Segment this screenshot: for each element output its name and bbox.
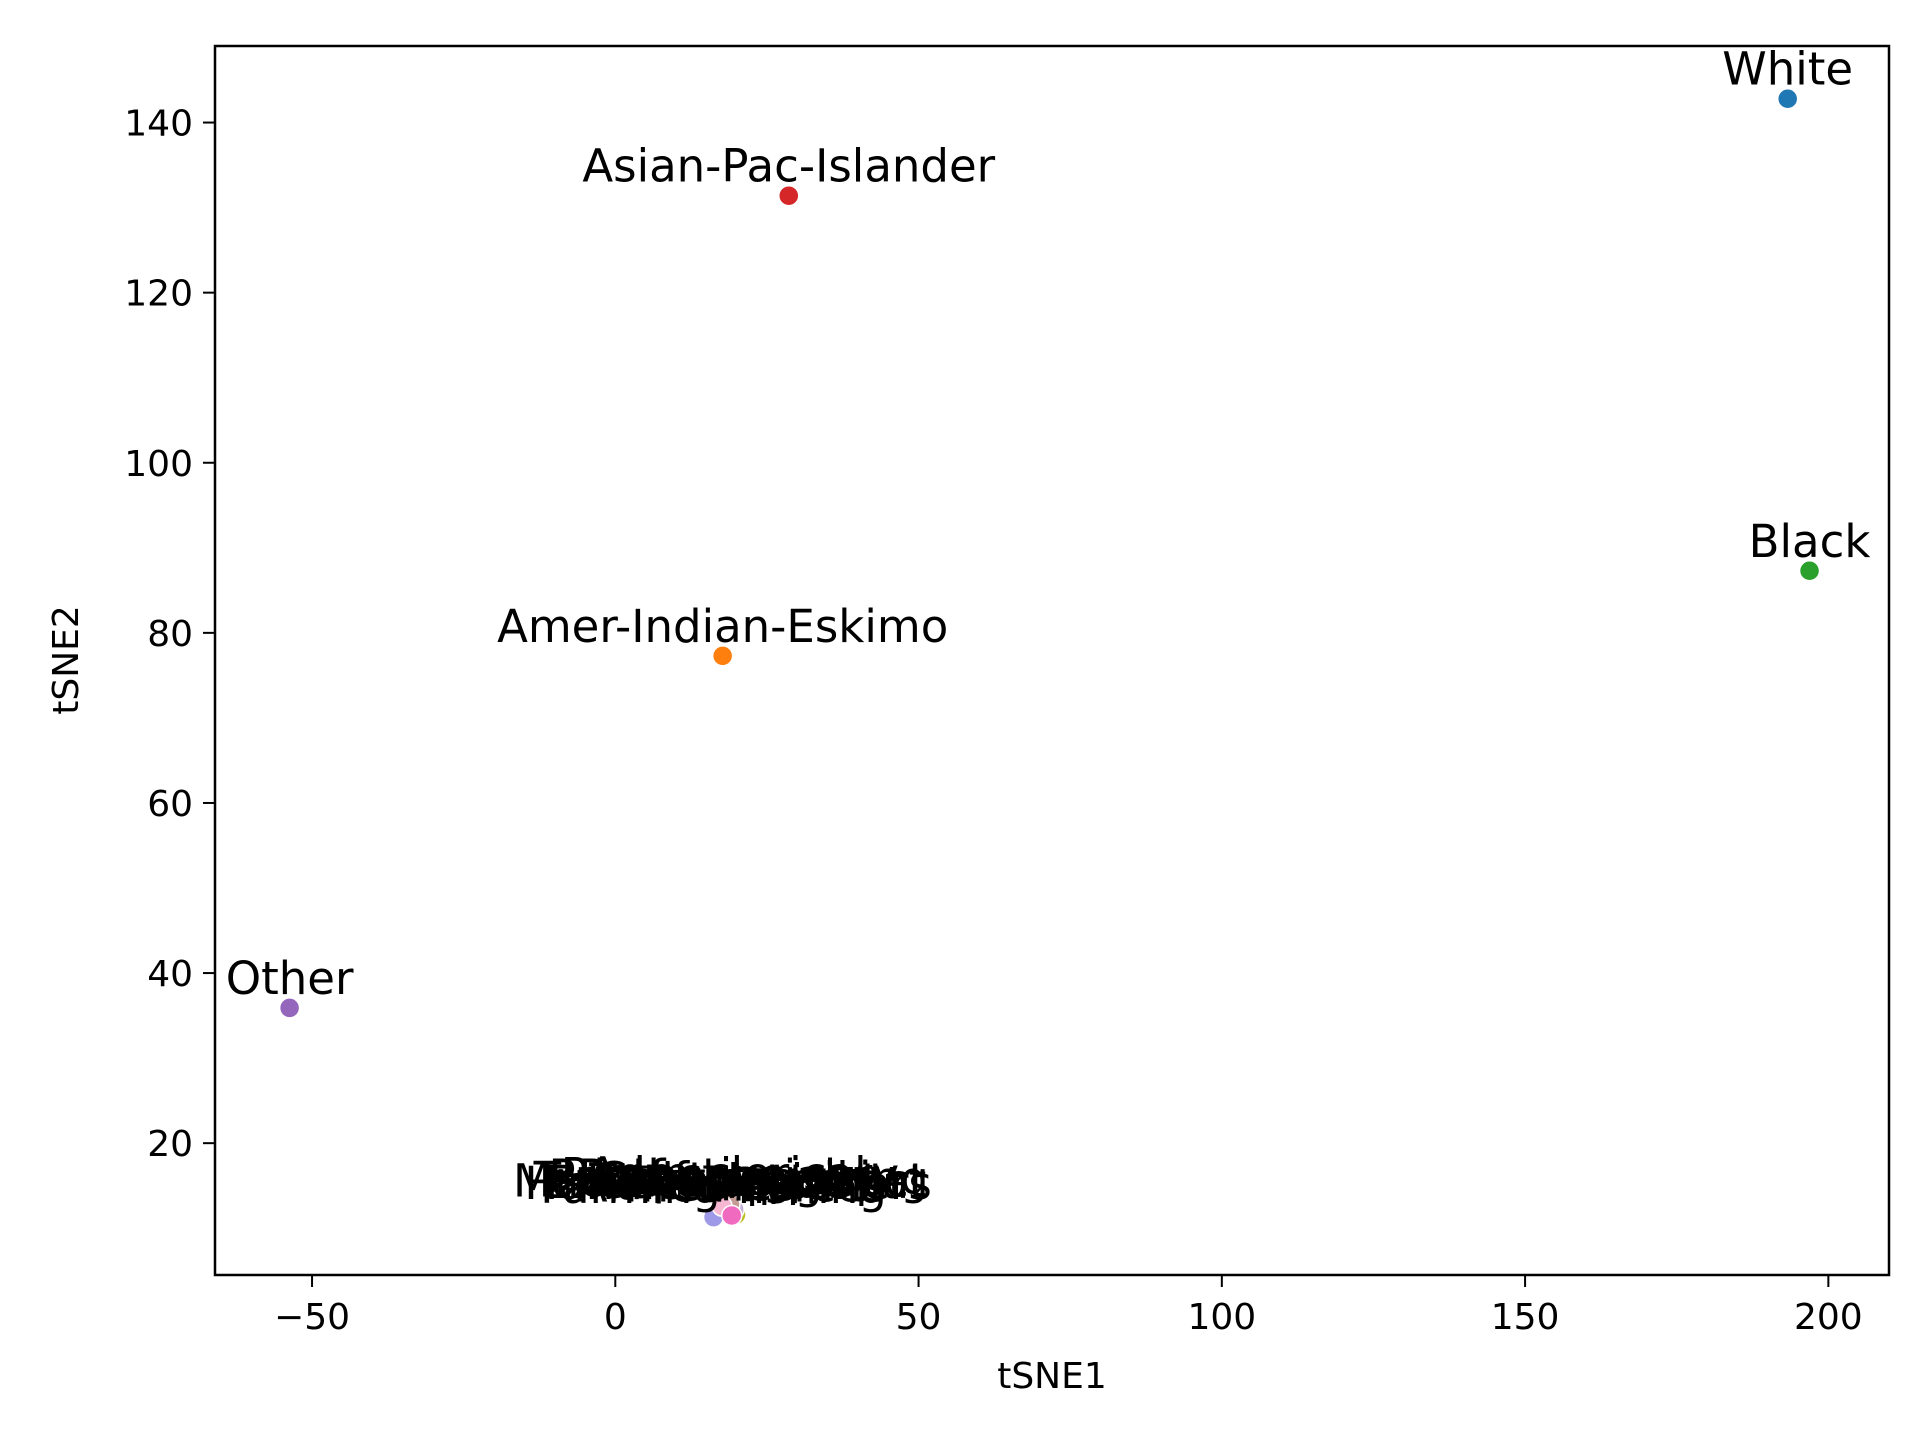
- point-label: Asian-Pac-Islander: [582, 140, 995, 193]
- point-label: Armed-Forces: [577, 1159, 887, 1212]
- points-layer: [278, 87, 1821, 1228]
- point-label: Transport-moving: [533, 1152, 929, 1205]
- point-labels-layer: White Amer-Indian-Eskimo Black Asian-Pac-Is…: [226, 43, 1871, 1214]
- x-axis-ticks: −50 0 50 100 150 200: [274, 1275, 1863, 1338]
- point-label: Protective-serv: [561, 1148, 899, 1201]
- point-label: Black: [1749, 515, 1871, 568]
- point-label: Tech-support: [588, 1154, 879, 1207]
- point-label: Machine-op-inspct: [513, 1154, 926, 1207]
- x-tick-label: 0: [604, 1297, 627, 1338]
- y-tick-label: 80: [147, 614, 193, 655]
- x-axis-label: tSNE1: [997, 1356, 1107, 1397]
- scatter-point: [1798, 560, 1821, 582]
- point-label: Prof-specialty: [578, 1150, 880, 1203]
- x-tick-label: 100: [1187, 1297, 1256, 1338]
- x-tick-label: 200: [1794, 1297, 1863, 1338]
- y-tick-label: 60: [147, 784, 193, 825]
- y-tick-label: 20: [147, 1124, 193, 1165]
- y-axis-label: tSNE2: [46, 605, 87, 715]
- y-axis-ticks: 20 40 60 80 100 120 140: [124, 104, 215, 1165]
- point-label: Sales: [676, 1159, 796, 1212]
- scatter-point: [711, 645, 734, 667]
- x-tick-label: 50: [896, 1297, 942, 1338]
- point-label: Exec-managerial: [544, 1156, 921, 1209]
- y-tick-label: 100: [124, 444, 193, 485]
- point-label: Adm-clerical: [587, 1148, 866, 1201]
- point-label: White: [1722, 43, 1853, 96]
- plot-frame: [213, 44, 1891, 1277]
- x-tick-label: 150: [1491, 1297, 1560, 1338]
- scatter-point: [721, 1204, 743, 1227]
- y-tick-label: 40: [147, 954, 193, 995]
- y-tick-label: 120: [124, 274, 193, 315]
- x-tick-label: −50: [274, 1297, 350, 1338]
- point-label: Craft-repair: [596, 1153, 855, 1206]
- point-label: Other: [226, 952, 354, 1005]
- y-tick-label: 140: [124, 104, 193, 145]
- scatter-point: [1776, 87, 1799, 110]
- scatter-point: [278, 997, 301, 1019]
- point-label: Handlers-cleaners: [524, 1157, 932, 1210]
- point-label: Farming-fishing: [540, 1161, 887, 1214]
- scatter-point: [778, 184, 800, 207]
- point-label: Amer-Indian-Eskimo: [497, 600, 948, 653]
- point-label: Priv-house-serv: [548, 1150, 895, 1203]
